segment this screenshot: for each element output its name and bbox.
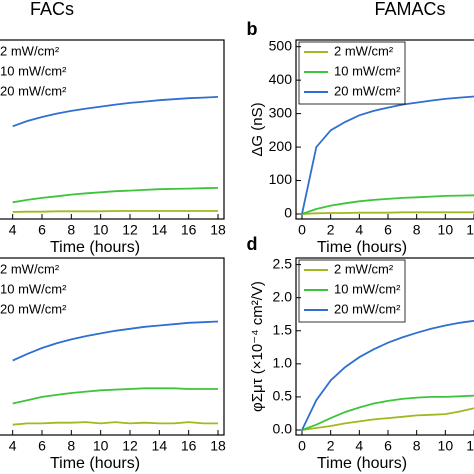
legend-label: 2 mW/cm² — [334, 43, 394, 58]
x-tick-label: 4 — [355, 438, 363, 454]
data-line — [12, 387, 218, 405]
plot-frame — [0, 39, 225, 220]
x-tick-label: 8 — [67, 222, 75, 238]
plot-frame — [0, 257, 225, 436]
data-line — [12, 210, 218, 213]
x-tick-label: 12 — [122, 222, 138, 238]
x-axis-label: Time (hours) — [317, 239, 407, 256]
panel-letter: b — [247, 19, 258, 39]
y-tick-label: 0.0 — [273, 421, 293, 437]
data-line — [12, 187, 219, 204]
x-tick-label: 4 — [9, 222, 17, 238]
x-tick-label: 6 — [384, 222, 392, 238]
x-tick-label: 0 — [298, 222, 306, 238]
plot-area — [12, 96, 219, 213]
x-tick-label: 12 — [466, 222, 474, 238]
x-axis-label: Time (hours) — [317, 455, 407, 472]
x-tick-label: 12 — [466, 438, 474, 454]
data-line — [301, 407, 474, 431]
legend-label: 20 mW/cm² — [334, 83, 401, 98]
y-tick-label: 2.5 — [273, 255, 293, 271]
y-tick-label: 100 — [269, 171, 293, 187]
x-tick-label: 14 — [152, 438, 168, 454]
data-line — [301, 211, 474, 215]
legend-label: 2 mW/cm² — [0, 261, 60, 276]
data-line — [12, 421, 218, 426]
x-tick-label: 6 — [38, 222, 46, 238]
x-tick-label: 6 — [384, 438, 392, 454]
x-tick-label: 10 — [93, 438, 109, 454]
legend-label: 2 mW/cm² — [334, 261, 394, 276]
plot-area — [12, 320, 219, 426]
x-tick-label: 18 — [210, 222, 226, 238]
x-tick-label: 10 — [438, 438, 454, 454]
legend-label: 10 mW/cm² — [0, 63, 67, 78]
x-tick-label: 8 — [413, 222, 421, 238]
y-tick-label: 1.0 — [273, 355, 293, 371]
x-axis-label: Time (hours) — [50, 239, 140, 256]
panel-title: FAMACs — [374, 0, 445, 19]
x-tick-label: 14 — [152, 222, 168, 238]
legend-box — [298, 41, 406, 105]
legend-label: 10 mW/cm² — [0, 281, 67, 296]
x-tick-label: 16 — [181, 438, 197, 454]
x-tick-label: 8 — [67, 438, 75, 454]
y-tick-label: 400 — [269, 71, 293, 87]
y-tick-label: 0.5 — [273, 388, 293, 404]
legend-label: 20 mW/cm² — [0, 83, 67, 98]
legend-label: 10 mW/cm² — [334, 63, 401, 78]
legend-box — [298, 259, 406, 323]
x-tick-label: 12 — [122, 438, 138, 454]
data-line — [301, 95, 474, 215]
x-tick-label: 2 — [327, 222, 335, 238]
y-tick-label: 500 — [269, 37, 293, 53]
y-axis-label: ΔG (nS) — [249, 102, 266, 156]
data-line — [301, 319, 474, 431]
x-tick-label: 4 — [355, 222, 363, 238]
x-tick-label: 10 — [438, 222, 454, 238]
x-tick-label: 16 — [181, 222, 197, 238]
y-tick-label: 300 — [269, 104, 293, 120]
legend-label: 2 mW/cm² — [0, 43, 60, 58]
y-axis-label: φΣμτ (×10⁻⁴ cm²/V) — [249, 281, 266, 412]
x-tick-label: 2 — [327, 438, 335, 454]
x-tick-label: 4 — [9, 438, 17, 454]
y-tick-label: 0 — [284, 205, 292, 221]
legend-label: 10 mW/cm² — [334, 281, 401, 296]
y-tick-label: 200 — [269, 138, 293, 154]
y-tick-label: 1.5 — [273, 321, 293, 337]
x-axis-label: Time (hours) — [50, 455, 140, 472]
y-tick-label: 2.0 — [273, 288, 293, 304]
panel-title: FACs — [30, 0, 74, 19]
plot-area — [301, 95, 474, 215]
data-line — [301, 394, 474, 431]
x-tick-label: 10 — [93, 222, 109, 238]
x-tick-label: 0 — [298, 438, 306, 454]
data-line — [301, 194, 474, 215]
data-line — [12, 96, 219, 128]
x-tick-label: 18 — [210, 438, 226, 454]
panel-letter: d — [247, 234, 258, 254]
x-tick-label: 8 — [413, 438, 421, 454]
legend-label: 20 mW/cm² — [0, 301, 67, 316]
legend-label: 20 mW/cm² — [334, 301, 401, 316]
data-line — [12, 320, 219, 362]
x-tick-label: 6 — [38, 438, 46, 454]
plot-area — [301, 319, 474, 431]
